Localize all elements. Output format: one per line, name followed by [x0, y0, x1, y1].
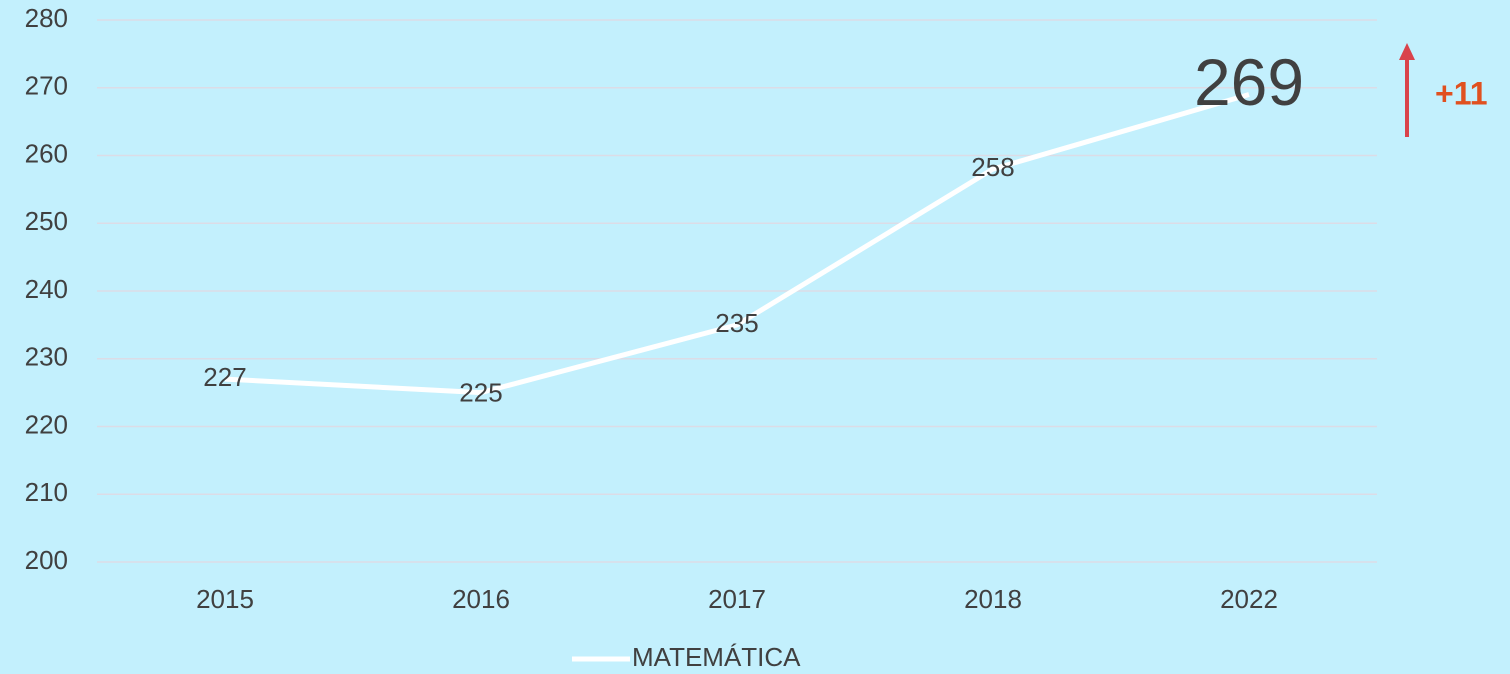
y-tick-label: 260	[25, 138, 68, 168]
y-tick-label: 270	[25, 71, 68, 101]
x-tick-label: 2016	[452, 584, 510, 614]
x-tick-label: 2015	[196, 584, 254, 614]
y-tick-label: 230	[25, 342, 68, 372]
annotation: +11	[1435, 75, 1488, 111]
annotation-arrowhead	[1399, 43, 1415, 60]
data-label: 258	[971, 152, 1014, 182]
legend-label: MATEMÁTICA	[632, 642, 801, 672]
data-label: 227	[203, 362, 246, 392]
line	[224, 92, 1250, 396]
y-tick-label: 200	[25, 545, 68, 575]
y-tick-label: 250	[25, 206, 68, 236]
x-tick-label: 2018	[964, 584, 1022, 614]
data-label: 269	[1194, 45, 1304, 119]
x-tick-label: 2017	[708, 584, 766, 614]
data-label: 225	[459, 378, 502, 408]
data-label: 235	[715, 308, 758, 338]
y-tick-label: 210	[25, 477, 68, 507]
y-tick-label: 240	[25, 274, 68, 304]
y-tick-label: 220	[25, 409, 68, 439]
x-tick-label: 2022	[1220, 584, 1278, 614]
y-tick-label: 280	[25, 3, 68, 33]
